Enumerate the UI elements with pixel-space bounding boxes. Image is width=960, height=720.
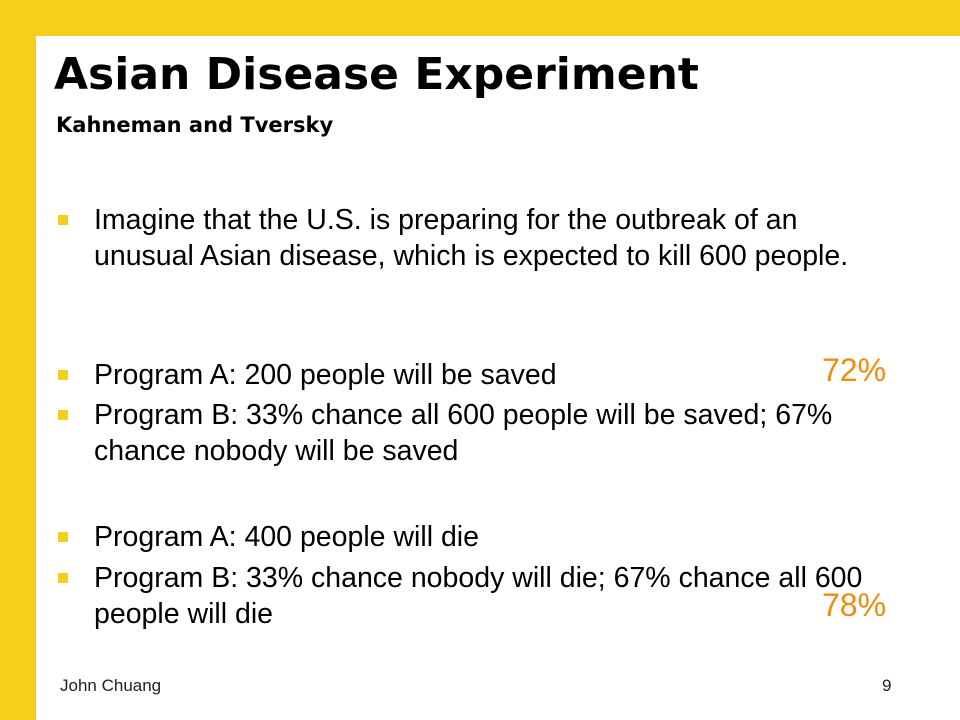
bullet-item-program-a-saved: Program A: 200 people will be saved	[58, 357, 888, 393]
top-accent-bar	[0, 0, 960, 36]
square-bullet-icon	[58, 532, 68, 542]
square-bullet-icon	[58, 410, 68, 420]
slide-subtitle: Kahneman and Tversky	[56, 113, 334, 137]
left-accent-bar	[0, 0, 36, 720]
bullet-item-program-b-saved: Program B: 33% chance all 600 people wil…	[58, 397, 888, 469]
bullet-item-program-b-die: Program B: 33% chance nobody will die; 6…	[58, 560, 888, 632]
bullet-text: Program B: 33% chance all 600 people wil…	[94, 399, 833, 467]
bullet-text: Program B: 33% chance nobody will die; 6…	[94, 562, 863, 630]
square-bullet-icon	[58, 573, 68, 583]
bullet-text: Program A: 200 people will be saved	[94, 359, 557, 391]
result-percentage-gain-frame: 72%	[822, 352, 887, 388]
footer-author: John Chuang	[60, 676, 162, 695]
result-percentage-loss-frame: 78%	[822, 587, 887, 623]
square-bullet-icon	[58, 370, 68, 380]
bullet-text: Imagine that the U.S. is preparing for t…	[94, 204, 849, 272]
page-number: 9	[882, 676, 892, 695]
bullet-item-intro: Imagine that the U.S. is preparing for t…	[58, 202, 888, 274]
square-bullet-icon	[58, 215, 68, 225]
bullet-item-program-a-die: Program A: 400 people will die	[58, 519, 888, 555]
slide-title: Asian Disease Experiment	[54, 49, 699, 100]
bullet-text: Program A: 400 people will die	[94, 521, 479, 553]
